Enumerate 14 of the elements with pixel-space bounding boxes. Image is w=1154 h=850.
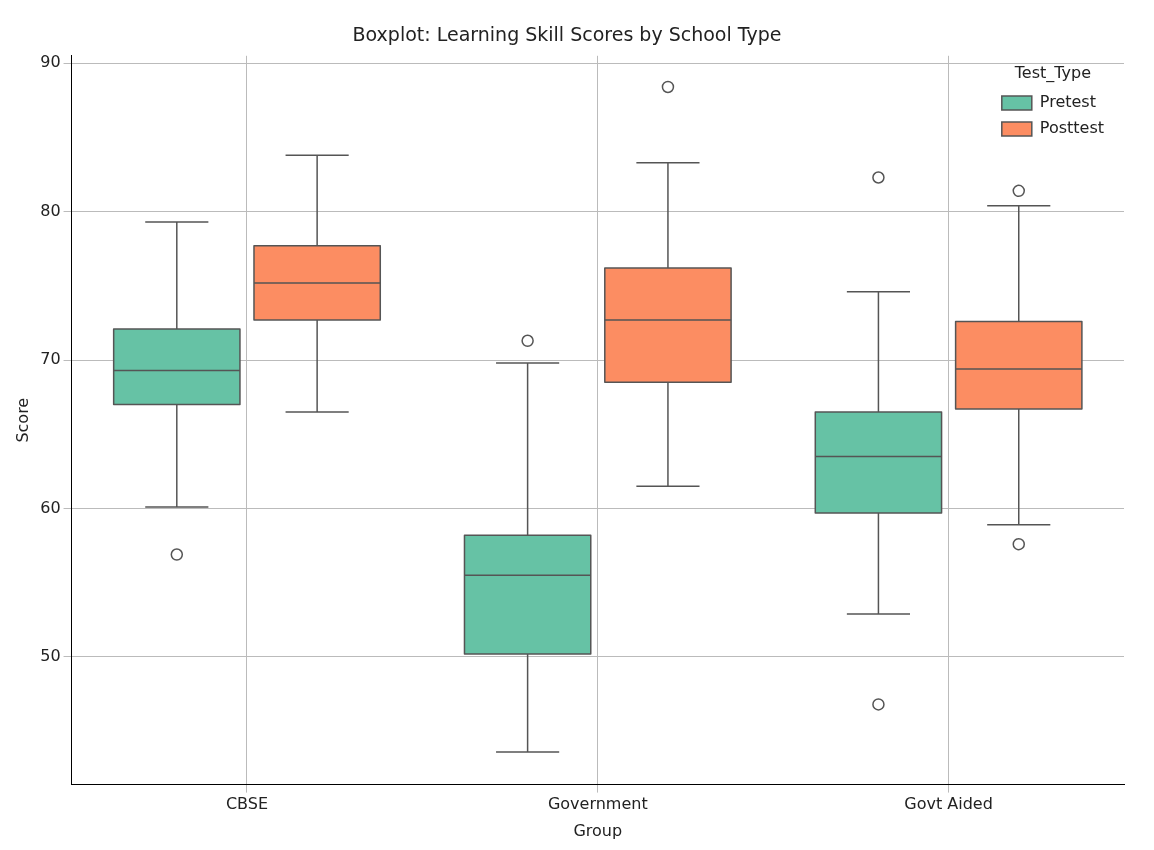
chart-title: Boxplot: Learning Skill Scores by School Type xyxy=(352,23,782,46)
y-axis-title: Score xyxy=(12,397,32,443)
legend-label: Posttest xyxy=(1039,118,1104,138)
y-tick-label: 50 xyxy=(40,646,61,666)
legend-label: Pretest xyxy=(1039,92,1096,112)
y-tick-label: 60 xyxy=(40,497,61,517)
y-tick-label: 80 xyxy=(40,200,61,220)
x-tick-label: Govt Aided xyxy=(904,794,993,814)
y-tick-label: 70 xyxy=(40,349,61,369)
x-tick-label: Government xyxy=(547,794,648,814)
x-axis-title: Group xyxy=(573,820,623,840)
y-tick-label: 90 xyxy=(40,52,61,72)
x-tick-label: CBSE xyxy=(225,794,269,814)
legend-title: Test_Type xyxy=(1013,62,1092,83)
